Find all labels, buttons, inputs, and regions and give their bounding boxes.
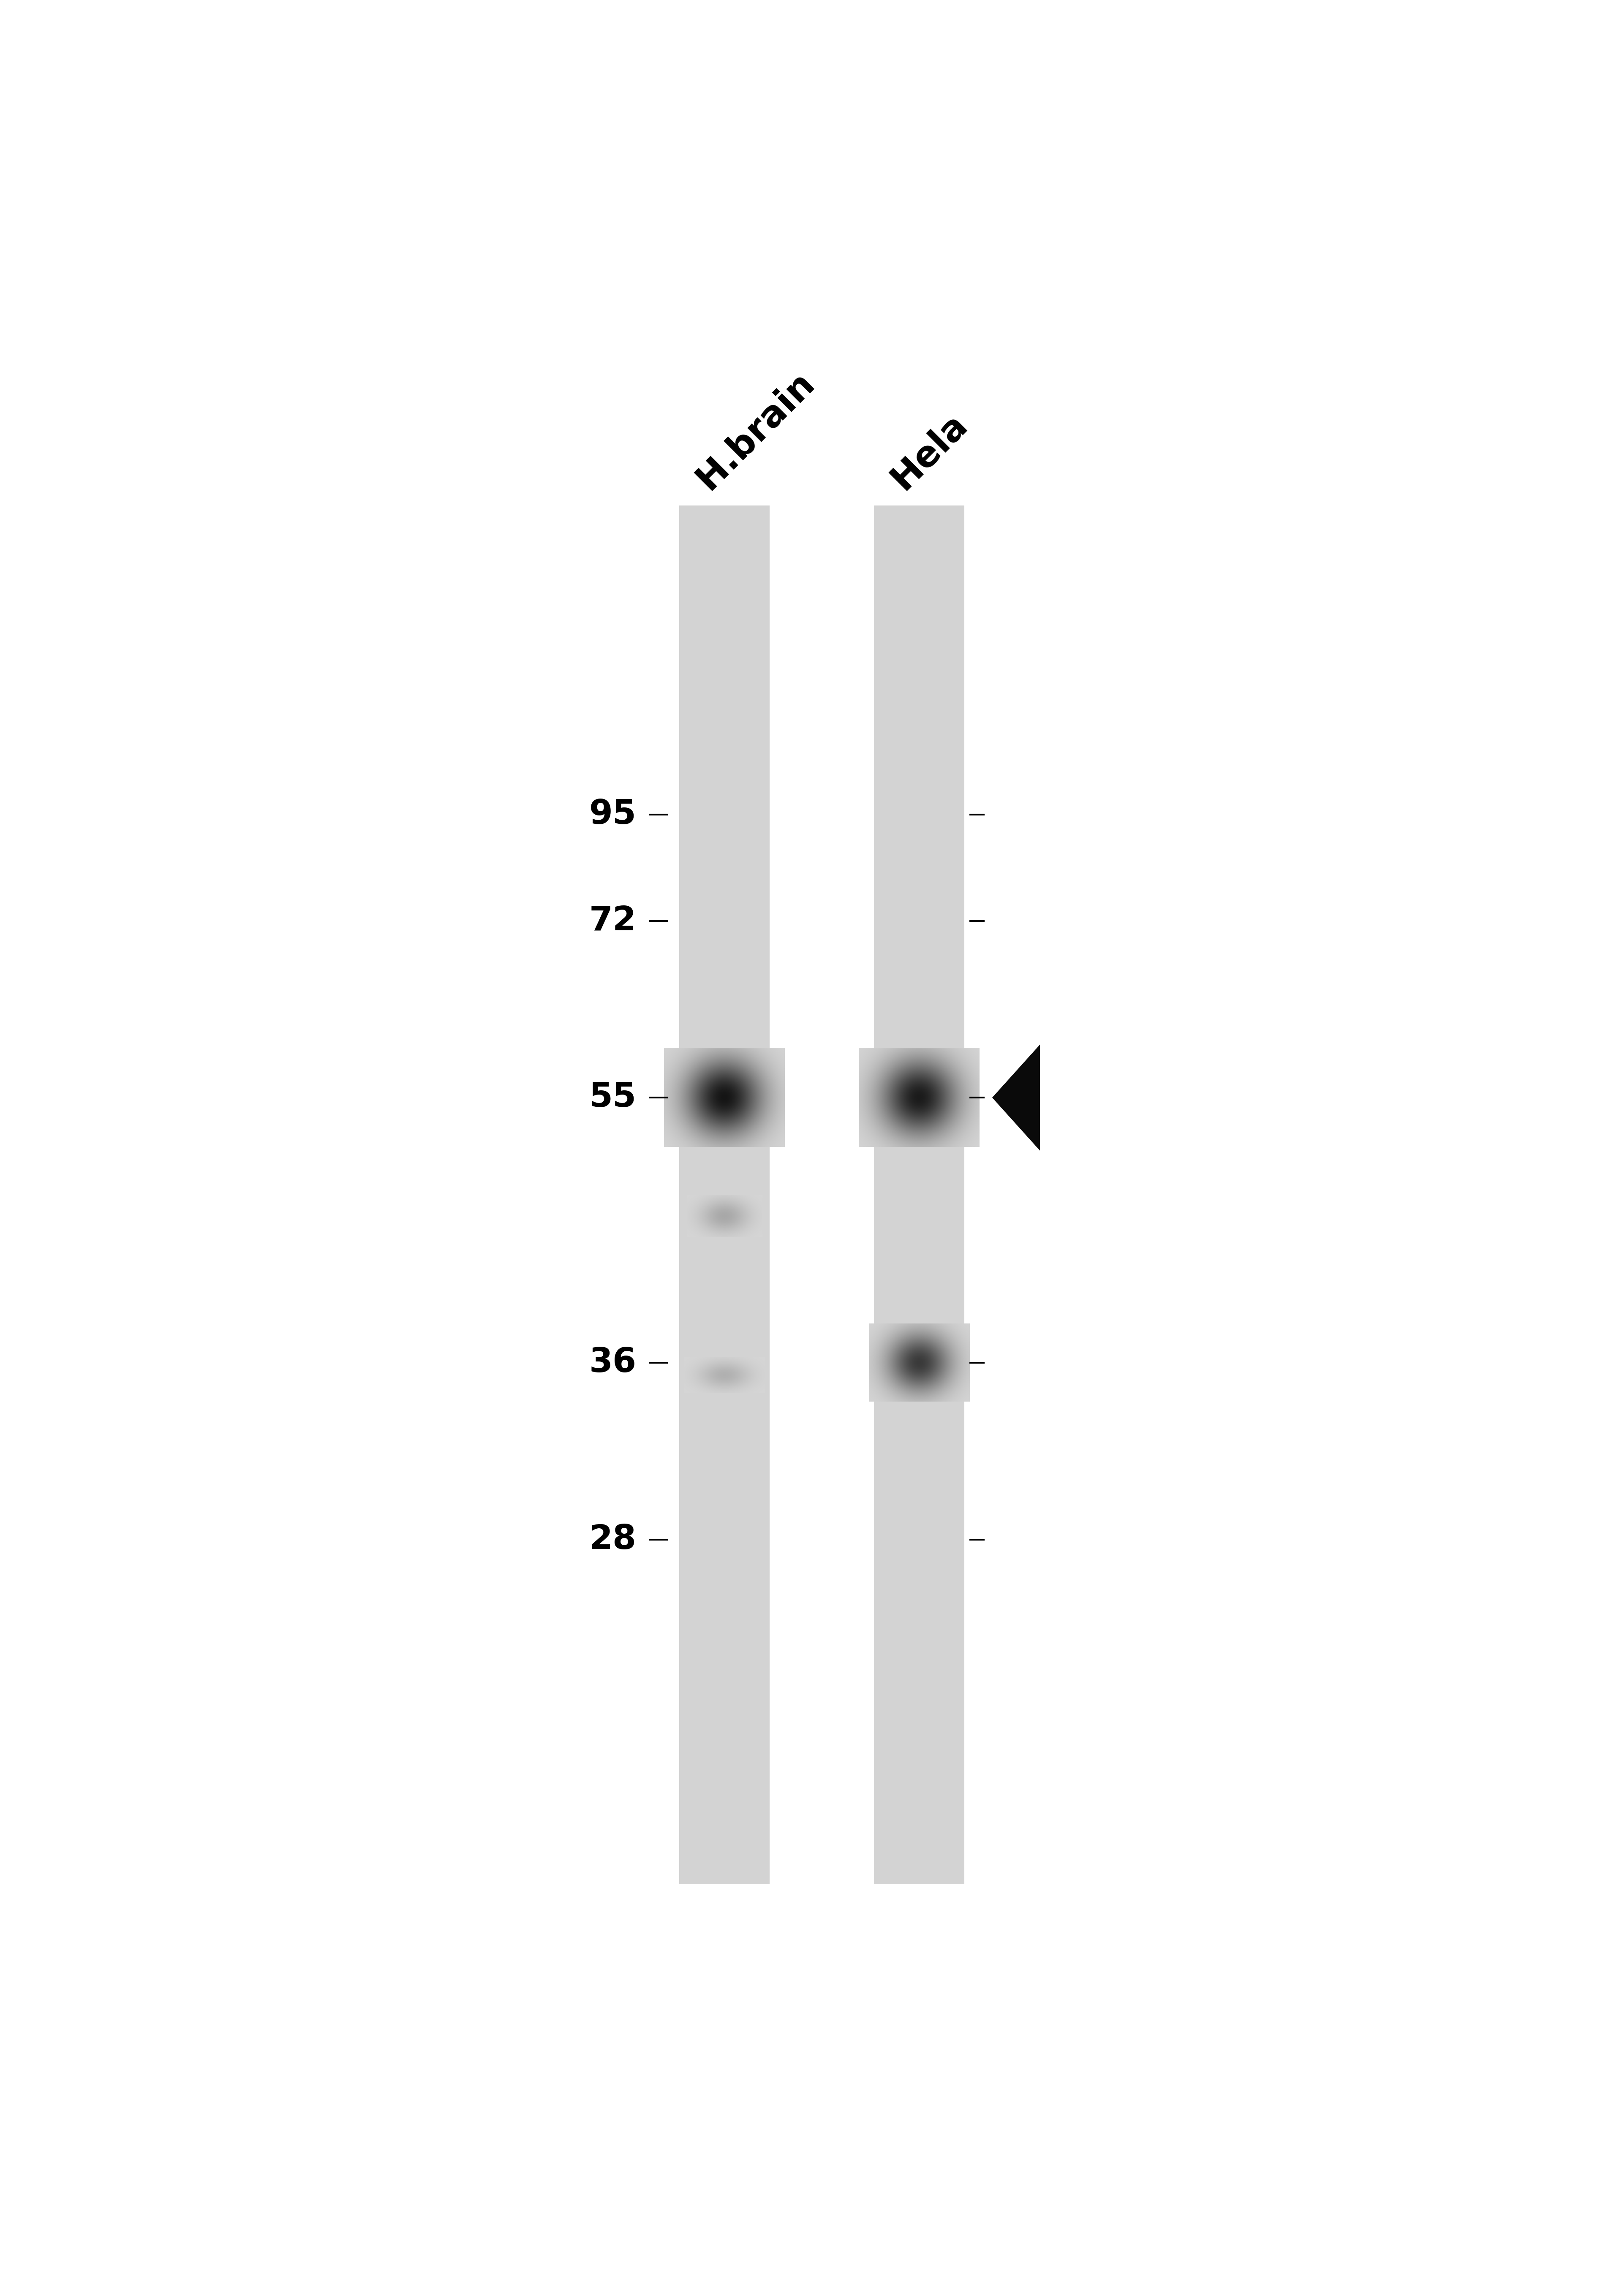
Text: 95: 95	[589, 799, 636, 831]
Bar	[874, 505, 965, 1885]
Text: 55: 55	[589, 1081, 636, 1114]
Text: 28: 28	[589, 1522, 636, 1557]
Text: H.brain: H.brain	[689, 365, 821, 496]
Text: Hela: Hela	[884, 406, 975, 496]
Text: 36: 36	[589, 1345, 636, 1380]
Bar	[680, 505, 770, 1885]
Polygon shape	[993, 1045, 1040, 1150]
Text: 72: 72	[589, 905, 636, 937]
